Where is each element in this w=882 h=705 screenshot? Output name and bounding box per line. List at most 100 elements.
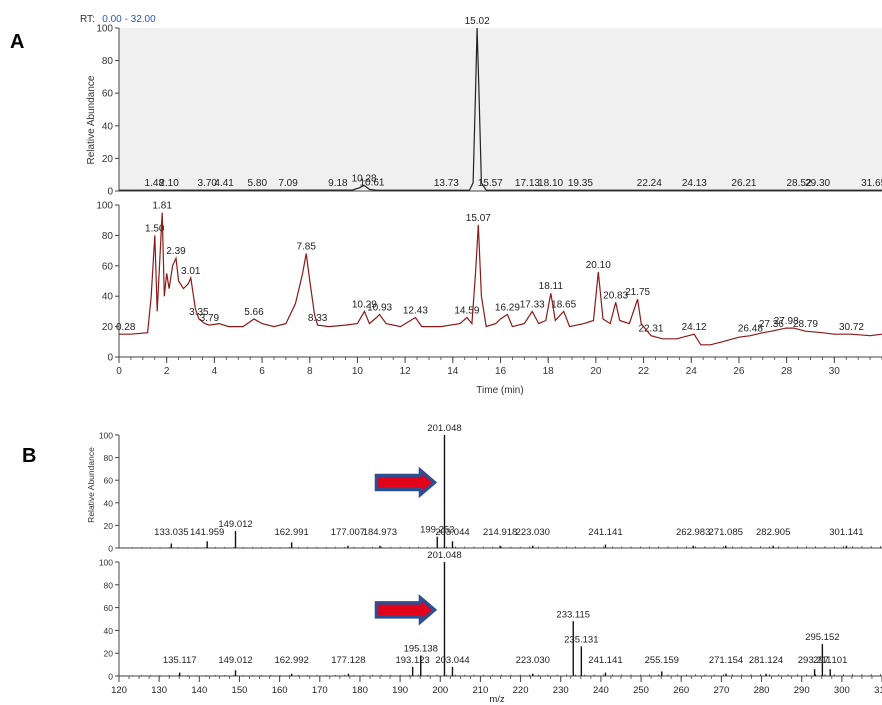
x-tick-label: 8 [307, 366, 313, 377]
x-tick-label: 190 [392, 685, 408, 696]
peak-label: 133.035 [154, 527, 188, 538]
y-tick-label: 100 [96, 24, 113, 35]
peak-label: 281.124 [749, 655, 783, 666]
axes-top: 0 20 40 60 80 100 [96, 24, 882, 198]
peak-label: 17.13 [515, 178, 540, 189]
peak-label: 12.43 [403, 305, 428, 316]
peak-label: 4.41 [214, 178, 234, 189]
spectrum-bottom-panel: 0 20 40 60 80 100 120 130 140 150 160 170 180 190 200 2… [99, 550, 882, 705]
peak-label: 28.52 [787, 178, 812, 189]
peak-label: 10.93 [367, 302, 392, 313]
peak-label: 282.905 [756, 527, 790, 538]
y-tick-label: 40 [104, 498, 114, 508]
peak-label: 15.07 [466, 213, 491, 224]
y-tick-label: 40 [102, 292, 114, 303]
peak-label: 20.83 [603, 290, 628, 301]
x-tick-label: 160 [272, 685, 288, 696]
y-tick-label: 0 [107, 187, 113, 198]
peak-label: 2.39 [166, 246, 186, 257]
x-tick-label: 170 [312, 685, 328, 696]
peak-label: 30.72 [839, 322, 864, 333]
peak-label: 2.10 [159, 178, 179, 189]
peak-label: 13.73 [434, 178, 459, 189]
peak-label: 27.36 [759, 319, 784, 330]
x-tick-label: 280 [754, 685, 770, 696]
red-arrow-shape [374, 466, 438, 499]
x-tick-label: 250 [633, 685, 649, 696]
x-tick-label: 16 [495, 366, 507, 377]
peak-label: 10.28 [352, 173, 377, 184]
peak-label: 203.044 [435, 655, 469, 666]
y-tick-label: 0 [108, 672, 113, 682]
peak-label: 3.70 [197, 178, 217, 189]
x-tick-label: 20 [590, 366, 602, 377]
peak-label: 9.18 [328, 178, 348, 189]
x-tick-label: 150 [232, 685, 248, 696]
peak-label: 20.10 [586, 260, 611, 271]
peak-label: 223.030 [516, 655, 550, 666]
axes-spectrum-bottom: 0 20 40 60 80 100 120 130 140 150 160 170 180 190 200 2… [99, 558, 882, 696]
peak-label: 24.12 [682, 322, 707, 333]
x-tick-label: 240 [593, 685, 609, 696]
peak-label: 29.30 [805, 178, 830, 189]
y-tick-label: 0 [107, 353, 113, 364]
peak-label: 26.21 [731, 178, 756, 189]
x-tick-label: 22 [638, 366, 650, 377]
x-tick-label: 230 [553, 685, 569, 696]
peak-label: 235.131 [564, 634, 598, 645]
rt-range: RT: 0.00 - 32.00 [80, 9, 156, 26]
y-tick-label: 40 [102, 121, 114, 132]
peaks-spectrum-bottom: 135.117 149.012 162.992 177.128 193.123195.1… [122, 550, 881, 676]
peak-label: 149.012 [218, 655, 252, 666]
x-tick-label: 0 [116, 366, 122, 377]
peak-label: 201.048 [427, 423, 461, 434]
peak-label: 199.253 [420, 525, 454, 536]
top-panel-background [119, 28, 882, 191]
x-axis-label-time: Time (min) [476, 385, 523, 396]
y-tick-label: 80 [104, 453, 114, 463]
peak-label: 301.141 [829, 527, 863, 538]
peak-label: 8.33 [308, 313, 328, 324]
peak-label: 5.80 [248, 178, 268, 189]
y-tick-label: 100 [96, 201, 113, 212]
peak-label: 135.117 [163, 655, 197, 666]
peak-label: 262.983 [676, 527, 710, 538]
x-tick-label: 12 [400, 366, 412, 377]
x-tick-label: 130 [151, 685, 167, 696]
y-tick-label: 60 [102, 89, 114, 100]
peak-label: 15.02 [465, 16, 490, 27]
y-tick-label: 100 [99, 431, 113, 441]
peak-label: 22.31 [638, 324, 663, 335]
peak-label: 17.33 [520, 299, 545, 310]
y-tick-label: 0 [108, 544, 113, 554]
x-tick-label: 200 [432, 685, 448, 696]
arrow-icon-top [374, 466, 438, 499]
peak-label: 16.29 [495, 302, 520, 313]
peak-label: 141.959 [190, 527, 224, 538]
peak-label: 15.57 [478, 178, 503, 189]
x-tick-label: 300 [834, 685, 850, 696]
peak-label: 295.152 [805, 632, 839, 643]
peak-label: 1.50 [145, 223, 165, 234]
y-tick-label: 40 [104, 626, 114, 636]
peak-label: 193.123 [395, 655, 429, 666]
peak-label: 21.75 [625, 287, 650, 298]
peak-labels-bottom: 0.28 1.50 1.81 2.39 3.01 3.353.79 5.66 7.85 8.33… [116, 201, 864, 335]
peak-label: 1.48 [145, 178, 165, 189]
y-tick-label: 80 [102, 231, 114, 242]
peak-label: 297.101 [813, 655, 847, 666]
peak-label: 10.61 [359, 178, 384, 189]
peak-label: 233.115 [556, 609, 590, 620]
peak-label: 201.048 [427, 550, 461, 561]
peak-label: 7.85 [296, 242, 316, 253]
y-tick-label: 80 [104, 580, 114, 590]
y-tick-label: 20 [102, 322, 114, 333]
peak-label: 3.35 [189, 307, 209, 318]
peak-label: 26.48 [738, 324, 763, 335]
peak-label: 31.65 [861, 178, 882, 189]
x-tick-label: 140 [191, 685, 207, 696]
